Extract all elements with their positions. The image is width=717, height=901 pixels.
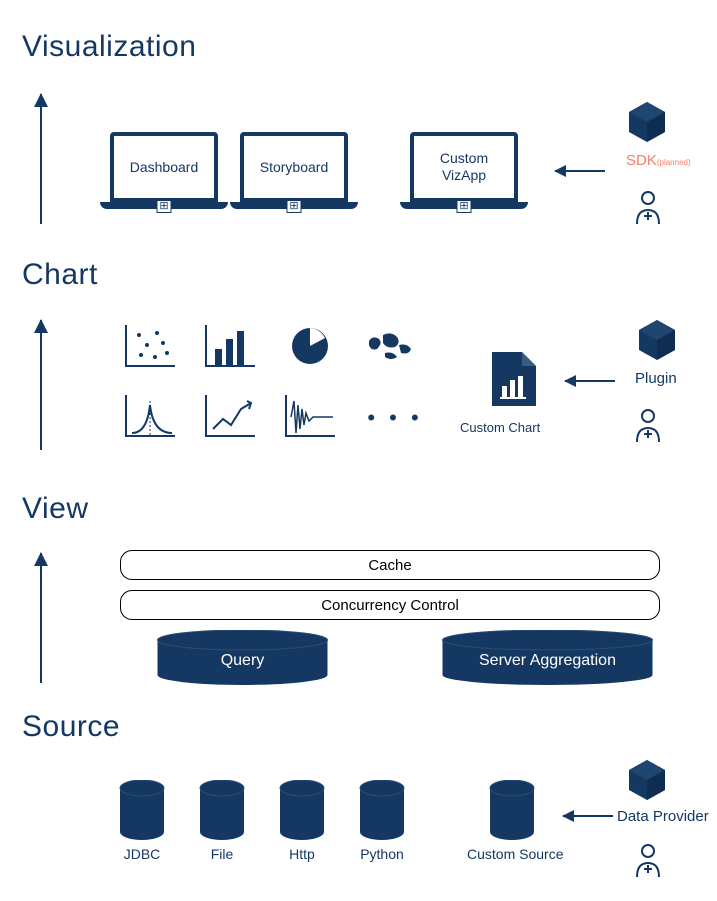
laptop-label: Storyboard xyxy=(260,159,328,176)
up-arrow-3 xyxy=(40,553,42,683)
cache-box: Cache xyxy=(120,550,660,580)
person-icon xyxy=(633,843,663,879)
title-source: Source xyxy=(22,710,120,744)
ellipsis-icon: • • • xyxy=(365,405,425,447)
title-view: View xyxy=(22,492,88,526)
db-label: File xyxy=(197,846,247,862)
left-arrow-plugin xyxy=(565,380,615,382)
custom-chart-doc-icon xyxy=(490,350,538,408)
db-jdbc: JDBC xyxy=(117,780,167,862)
cube-icon xyxy=(625,100,669,144)
distribution-icon xyxy=(125,395,175,437)
plugin-label: Plugin xyxy=(635,370,677,387)
custom-chart-label: Custom Chart xyxy=(460,420,540,435)
laptop-label: Dashboard xyxy=(130,159,199,176)
up-arrow-1 xyxy=(40,94,42,224)
cache-label: Cache xyxy=(368,557,411,574)
server-agg-label: Server Aggregation xyxy=(440,652,655,670)
db-python: Python xyxy=(357,780,407,862)
title-visualization: Visualization xyxy=(22,30,196,64)
sdk-subtext: (planned) xyxy=(657,158,691,167)
db-custom-source: Custom Source xyxy=(467,780,557,862)
db-label: Python xyxy=(357,846,407,862)
line-icon xyxy=(205,395,255,437)
ellipsis-text: • • • xyxy=(367,405,422,430)
data-provider-label: Data Provider xyxy=(617,808,709,825)
left-arrow-dataprovider xyxy=(563,815,613,817)
map-icon xyxy=(365,325,415,367)
query-label: Query xyxy=(155,652,330,670)
laptop-custom-vizapp: Custom VizApp xyxy=(410,132,518,209)
concurrency-label: Concurrency Control xyxy=(321,597,459,614)
scatter-icon xyxy=(125,325,175,367)
db-label: JDBC xyxy=(117,846,167,862)
sdk-text: SDK xyxy=(626,152,657,169)
concurrency-box: Concurrency Control xyxy=(120,590,660,620)
db-label: Http xyxy=(277,846,327,862)
db-http: Http xyxy=(277,780,327,862)
sdk-label: SDK(planned) xyxy=(626,152,691,169)
up-arrow-2 xyxy=(40,320,42,450)
laptop-storyboard: Storyboard xyxy=(240,132,348,209)
cube-icon xyxy=(635,318,679,362)
person-icon xyxy=(633,408,663,444)
title-chart: Chart xyxy=(22,258,98,292)
waveform-icon xyxy=(285,395,335,437)
server-agg-db: Server Aggregation xyxy=(440,630,655,685)
db-label: Custom Source xyxy=(467,846,557,862)
laptop-dashboard: Dashboard xyxy=(110,132,218,209)
pie-icon xyxy=(285,325,335,367)
person-icon xyxy=(633,190,663,226)
query-db: Query xyxy=(155,630,330,685)
laptop-label: Custom VizApp xyxy=(440,150,488,184)
cube-icon xyxy=(625,758,669,802)
left-arrow-sdk xyxy=(555,170,605,172)
bar-icon xyxy=(205,325,255,367)
db-file: File xyxy=(197,780,247,862)
